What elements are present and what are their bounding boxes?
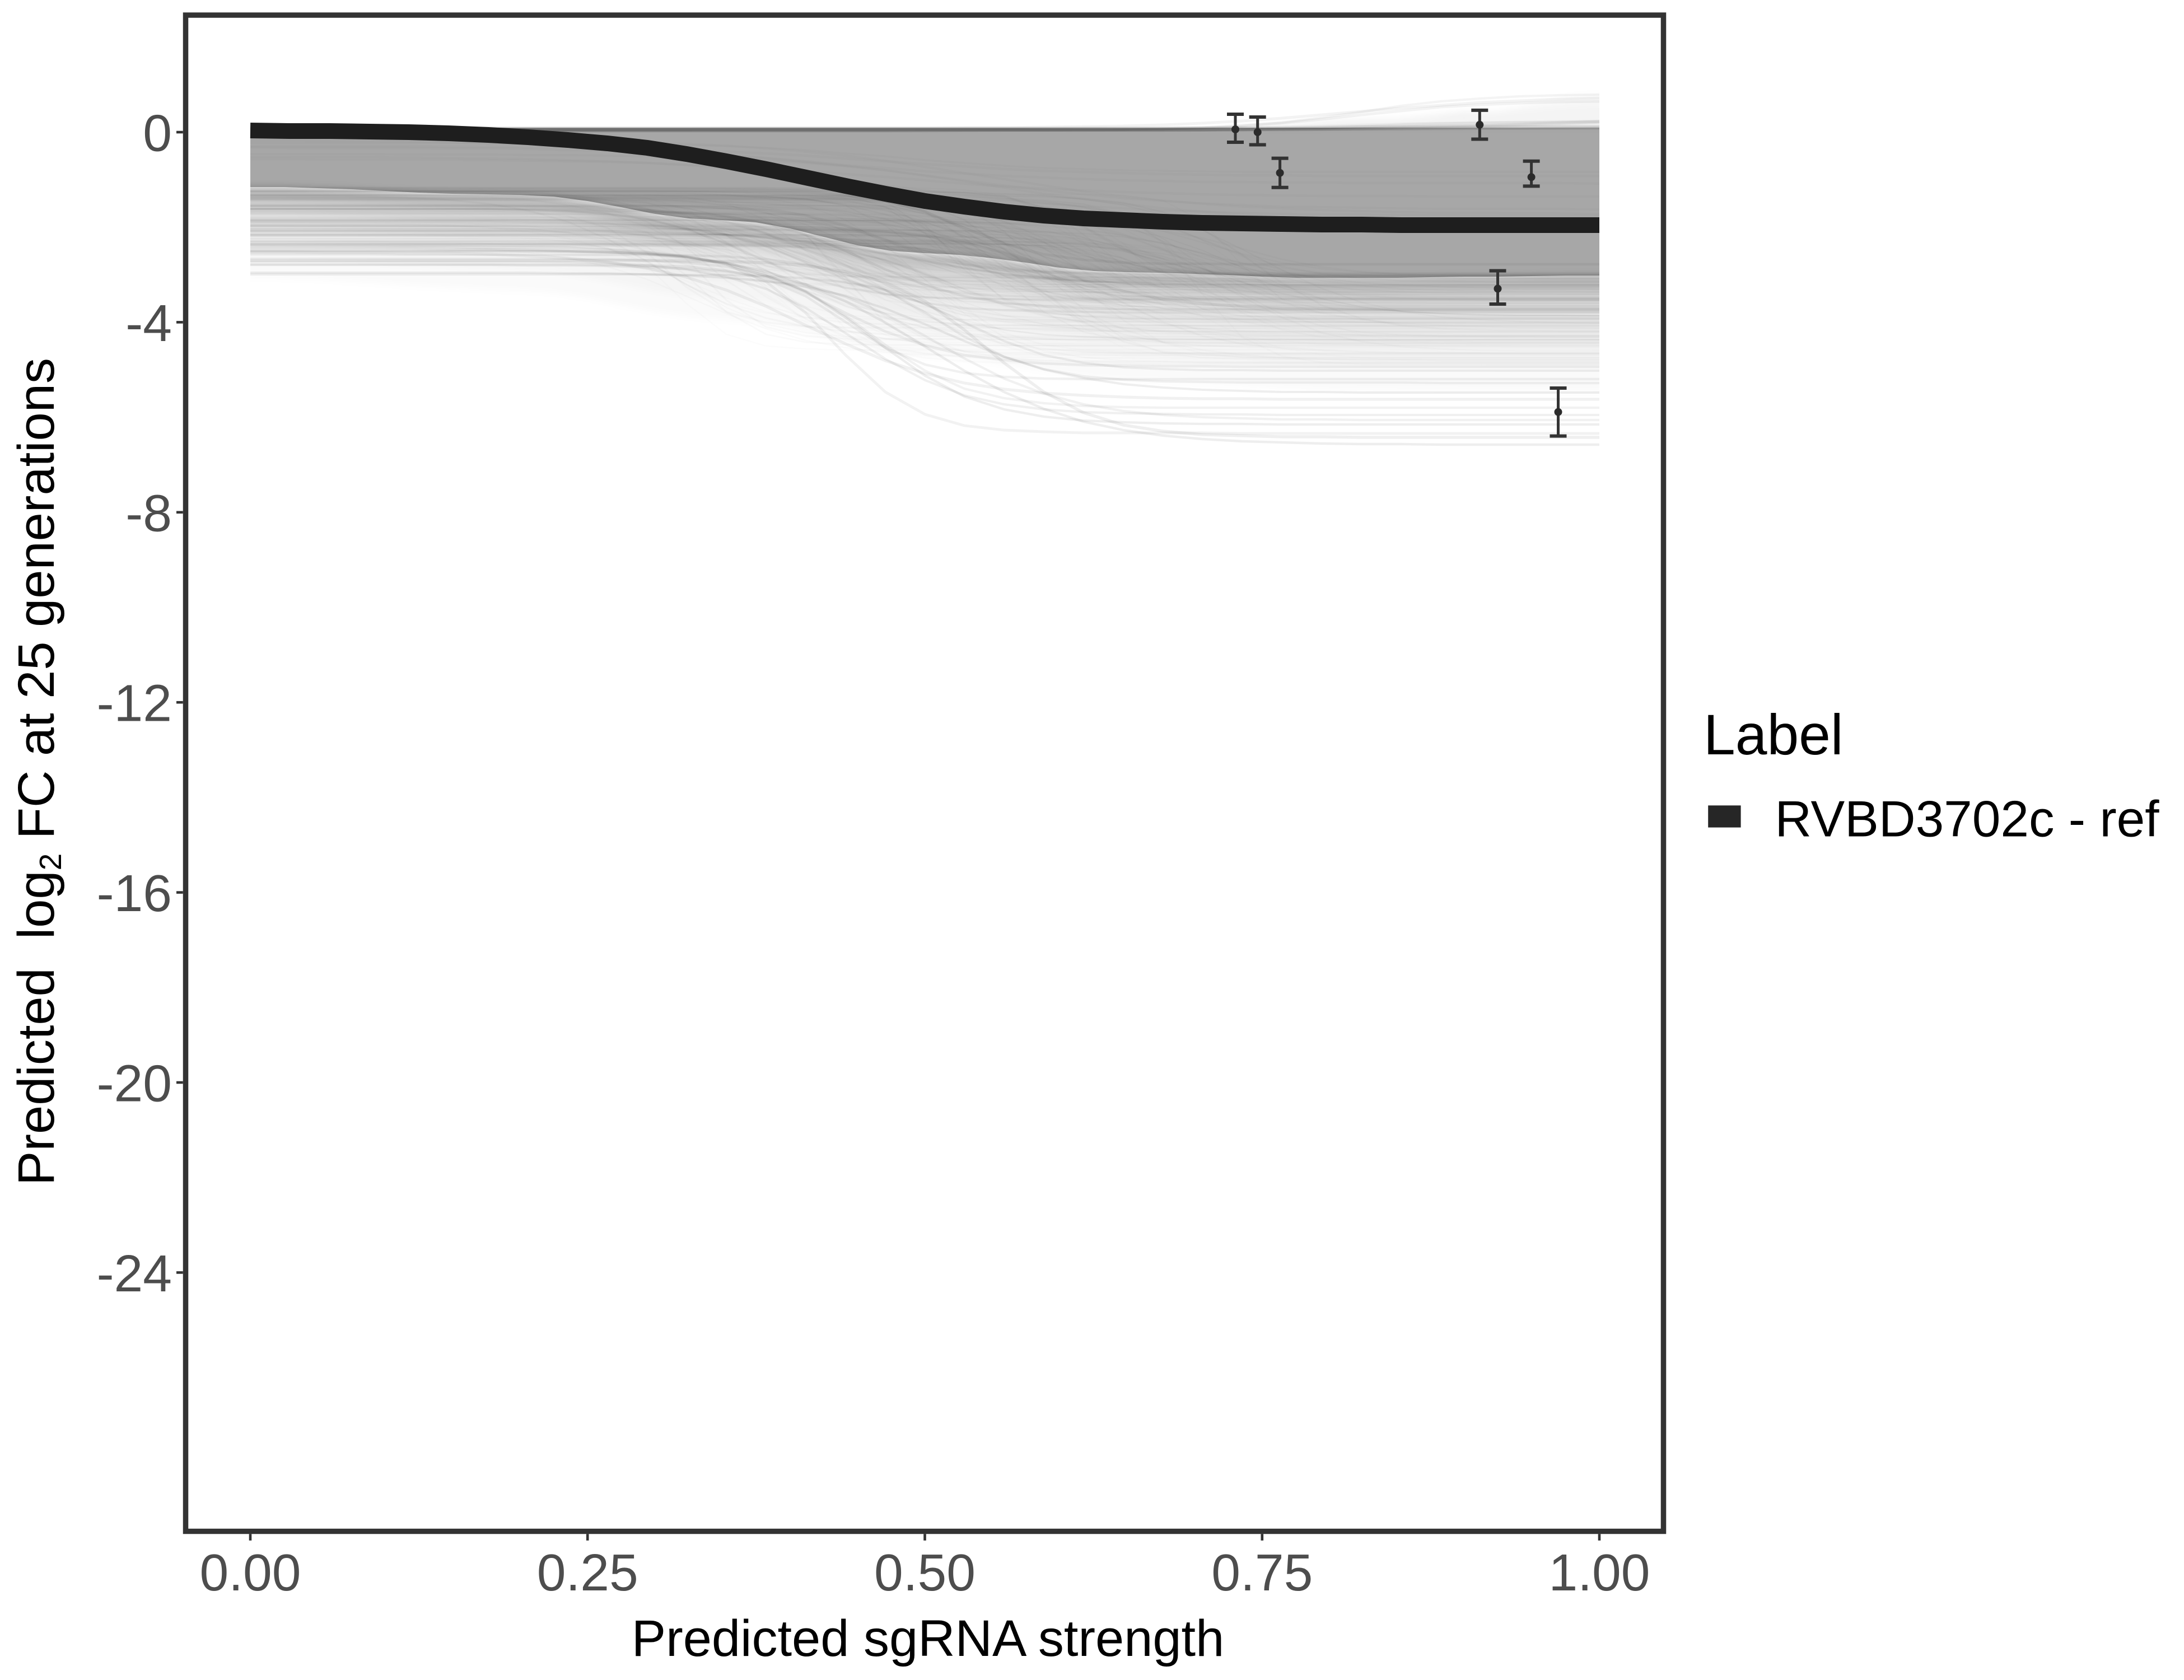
svg-text:0.00: 0.00 [199,1543,301,1602]
svg-text:-8: -8 [125,484,172,542]
svg-text:1.00: 1.00 [1548,1543,1650,1602]
svg-text:-24: -24 [97,1244,172,1303]
svg-text:0.75: 0.75 [1211,1543,1313,1602]
svg-text:RVBD3702c - ref: RVBD3702c - ref [1775,791,2159,848]
svg-text:-12: -12 [97,674,172,732]
svg-text:Predicted log2 FC at 25 gener: Predicted log2 FC at 25 generations [8,358,68,1186]
svg-text:-16: -16 [97,864,172,922]
svg-text:-20: -20 [97,1054,172,1113]
svg-text:0.50: 0.50 [874,1543,976,1602]
svg-text:0: 0 [143,104,172,162]
svg-text:-4: -4 [125,294,172,352]
svg-text:Label: Label [1704,703,1844,767]
svg-text:0.25: 0.25 [537,1543,638,1602]
svg-text:Predicted sgRNA strength: Predicted sgRNA strength [632,1610,1225,1667]
